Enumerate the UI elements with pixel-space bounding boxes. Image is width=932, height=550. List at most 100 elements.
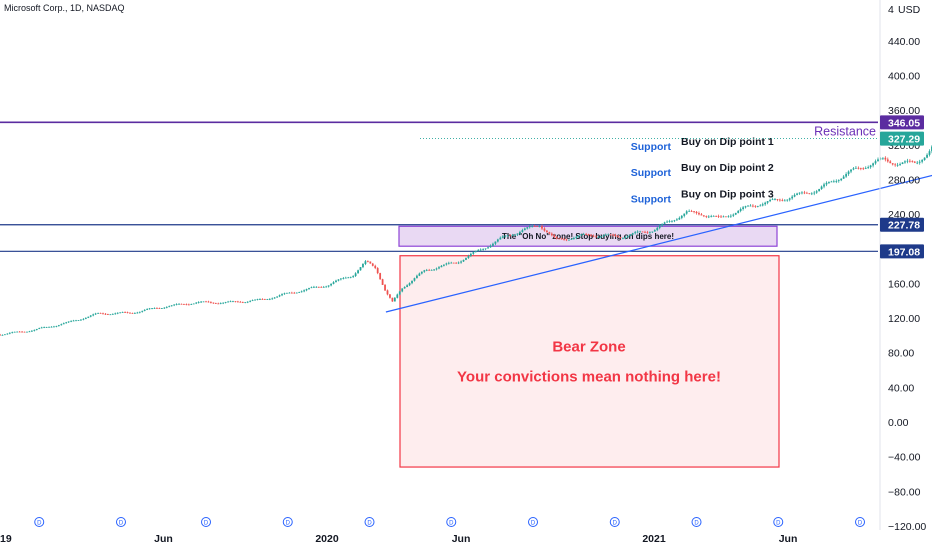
price-candle <box>786 199 789 202</box>
price-candle <box>649 231 651 234</box>
price-candle <box>732 213 735 218</box>
price-candle <box>749 204 752 207</box>
price-candle <box>227 300 229 303</box>
price-candle <box>210 301 212 304</box>
dividend-marker-icon[interactable] <box>115 517 126 527</box>
price-candle <box>219 302 222 305</box>
price-candle <box>416 274 418 279</box>
price-candle <box>818 188 821 192</box>
price-candle <box>617 234 619 238</box>
oh-no-zone-label: The "Oh No" zone! Stop buying on dips he… <box>502 232 674 241</box>
price-candle <box>146 308 149 311</box>
price-candle <box>425 268 428 272</box>
price-candle <box>830 180 833 183</box>
price-candle <box>121 311 124 313</box>
price-candle <box>582 232 585 235</box>
price-candle <box>411 280 413 285</box>
price-candle <box>511 233 514 237</box>
price-candle <box>702 215 705 218</box>
price-candle <box>533 224 536 227</box>
price-candle <box>835 179 838 184</box>
price-candle <box>433 269 435 271</box>
price-candle <box>379 272 382 280</box>
price-candle <box>305 288 308 292</box>
price-candle <box>555 236 558 240</box>
dividend-marker-icon[interactable] <box>201 517 212 527</box>
price-candle <box>857 166 860 170</box>
price-candle <box>776 199 779 202</box>
price-candle <box>278 294 281 298</box>
price-candle <box>528 225 531 229</box>
dividend-marker-icon[interactable] <box>446 517 457 527</box>
x-tick-label: 2020 <box>315 533 339 545</box>
price-candle <box>798 192 801 195</box>
price-candle <box>153 307 156 309</box>
price-candle <box>926 153 928 159</box>
price-candle <box>541 224 543 231</box>
price-candle <box>619 236 622 239</box>
dividend-marker-label: D <box>204 520 209 526</box>
price-candle <box>810 192 813 196</box>
price-candle <box>747 205 749 207</box>
price-candle <box>418 272 421 277</box>
price-candle <box>381 278 384 285</box>
price-candle <box>339 278 342 281</box>
price-candle <box>805 191 808 194</box>
price-candle <box>183 303 185 305</box>
price-candle <box>710 214 713 218</box>
price-candle <box>205 300 207 303</box>
price-candle <box>396 293 399 299</box>
price-candle <box>163 307 166 309</box>
price-tag-label-1: 346.05 <box>888 117 920 129</box>
dividend-marker-label: D <box>531 520 536 526</box>
price-candle <box>129 312 131 314</box>
price-candle <box>1 334 4 336</box>
dividend-marker-icon[interactable] <box>691 517 702 527</box>
price-candle <box>577 235 580 238</box>
price-candle <box>859 167 862 171</box>
price-candle <box>599 236 602 239</box>
price-candle <box>403 286 406 289</box>
y-tick-label: 440.00 <box>888 36 920 48</box>
price-candle <box>386 289 389 296</box>
dividend-marker-icon[interactable] <box>34 517 45 527</box>
price-candle <box>891 163 894 166</box>
price-candle <box>690 209 693 212</box>
dividend-marker-label: D <box>449 520 454 526</box>
price-candle <box>30 330 33 332</box>
price-candle <box>514 233 516 237</box>
price-candle <box>315 286 318 288</box>
price-candle <box>438 266 440 270</box>
price-candle <box>281 293 283 297</box>
price-candle <box>904 160 906 164</box>
price-candle <box>124 311 126 313</box>
price-candle <box>791 195 794 200</box>
price-candle <box>452 262 455 264</box>
dividend-marker-icon[interactable] <box>282 517 293 527</box>
dividend-marker-icon[interactable] <box>773 517 784 527</box>
price-candle <box>349 276 352 279</box>
price-candle <box>236 300 239 303</box>
price-candle <box>94 312 97 316</box>
x-tick-label: Jun <box>154 533 173 545</box>
price-candle <box>251 299 254 302</box>
price-candle <box>133 312 136 314</box>
price-candle <box>347 276 350 279</box>
dividend-marker-icon[interactable] <box>609 517 620 527</box>
price-candle <box>752 204 754 208</box>
price-candle <box>862 167 865 171</box>
dividend-marker-icon[interactable] <box>855 517 866 527</box>
dividend-marker-icon[interactable] <box>528 517 539 527</box>
price-candle <box>793 193 796 198</box>
price-candle <box>364 260 367 266</box>
price-candle <box>303 289 306 293</box>
support-label-3: Support <box>631 194 672 206</box>
price-candle <box>359 267 362 271</box>
price-candle <box>180 303 183 305</box>
price-candle <box>48 326 50 328</box>
price-candle <box>143 309 146 312</box>
price-candle <box>212 302 215 304</box>
dividend-marker-icon[interactable] <box>364 517 375 527</box>
price-candle <box>815 189 818 194</box>
